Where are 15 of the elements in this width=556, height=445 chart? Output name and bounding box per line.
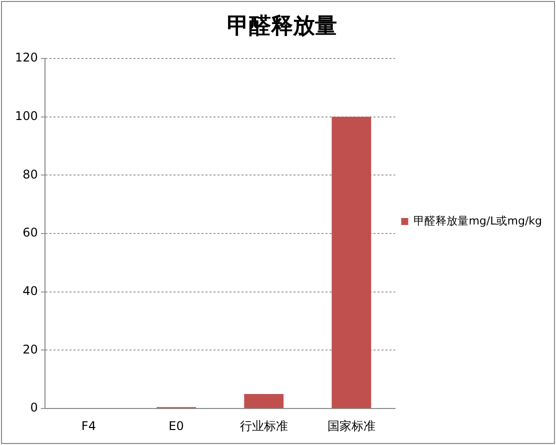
bar (332, 116, 372, 408)
bar (244, 394, 284, 408)
x-tick-label: E0 (168, 418, 184, 433)
y-tick-label: 20 (22, 342, 38, 356)
chart-title: 甲醛释放量 (227, 14, 337, 39)
y-tick-label: 40 (22, 284, 38, 298)
y-tick-label: 0 (30, 400, 38, 415)
y-tick-label: 60 (22, 226, 38, 240)
y-tick-label: 100 (15, 108, 38, 123)
x-tick-label: 行业标准 (240, 418, 288, 433)
y-tick-label: 120 (15, 50, 38, 65)
y-tick-label: 80 (22, 167, 38, 182)
x-tick-label: 国家标准 (327, 418, 376, 433)
legend-label: 甲醛释放量mg/L或mg/kg (414, 214, 542, 228)
x-tick-label: F4 (81, 418, 96, 433)
